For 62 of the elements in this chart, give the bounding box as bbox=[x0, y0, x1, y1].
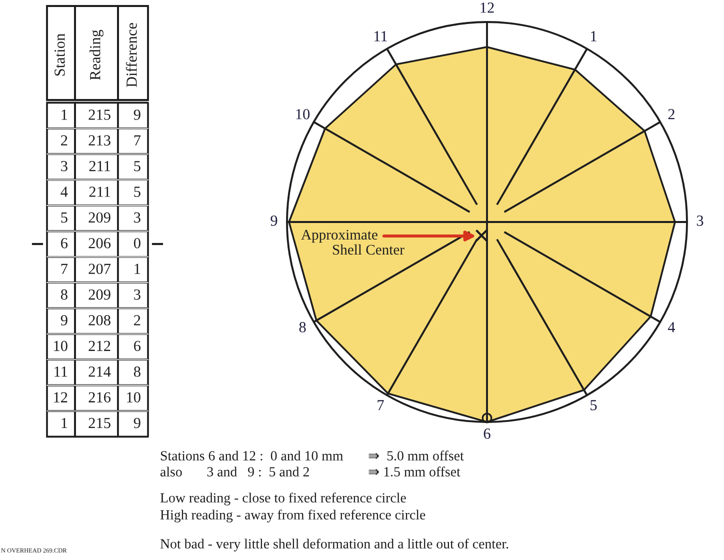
x-tick-label: Reading bbox=[90, 30, 104, 80]
spoke-label: 1 bbox=[591, 31, 596, 42]
data-label: 207 bbox=[88, 264, 111, 274]
spoke-label: 5 bbox=[590, 400, 597, 410]
spoke-label: 7 bbox=[378, 400, 384, 410]
data-label: 215 bbox=[88, 418, 110, 428]
text: Stations 6 and 12 : 0 and 10 mm bbox=[160, 450, 344, 461]
data-label: 211 bbox=[89, 160, 110, 172]
y-tick-label: 3 bbox=[61, 160, 68, 172]
spoke-label: 11 bbox=[374, 31, 387, 42]
y-tick-label: 10 bbox=[54, 340, 68, 352]
data-label: 215 bbox=[88, 110, 110, 120]
x-tick-label: Difference bbox=[126, 23, 137, 88]
data-label: 1 bbox=[134, 264, 140, 274]
spoke-label: 2 bbox=[668, 109, 674, 120]
data-label: 3 bbox=[134, 289, 140, 300]
text: High reading - away from fixed reference circle bbox=[160, 510, 426, 522]
y-tick-label: 1 bbox=[62, 418, 68, 428]
y-tick-label: 2 bbox=[61, 135, 68, 146]
text: also 3 and 9 : 5 and 2 bbox=[160, 466, 309, 477]
y-tick-label: 4 bbox=[60, 186, 68, 197]
data-label: 5 bbox=[134, 161, 140, 172]
spoke-label: 10 bbox=[296, 109, 310, 120]
y-tick-label: 5 bbox=[61, 212, 68, 223]
text: Low reading - close to fixed reference circle bbox=[160, 492, 406, 506]
data-label: 6 bbox=[134, 340, 141, 352]
data-label: 0 bbox=[134, 238, 140, 248]
data-label: 10 bbox=[127, 392, 140, 402]
data-label: 206 bbox=[88, 238, 111, 248]
spoke-label: 9 bbox=[270, 216, 278, 226]
data-label: 216 bbox=[88, 392, 111, 402]
data-label: 7 bbox=[134, 135, 141, 146]
data-label: 209 bbox=[88, 289, 110, 300]
spoke-label: 4 bbox=[668, 322, 676, 332]
spoke-label: 6 bbox=[484, 428, 490, 439]
data-label: 213 bbox=[88, 135, 110, 146]
spoke-label: 12 bbox=[480, 2, 494, 13]
y-tick-label: 9 bbox=[60, 315, 68, 326]
y-tick-label: 7 bbox=[61, 264, 68, 274]
text: Not bad - very little shell deformation and a little out of center. bbox=[160, 538, 508, 552]
y-tick-label: 1 bbox=[62, 110, 68, 120]
text: Approximate Shell Center bbox=[301, 230, 404, 255]
y-tick-label: 6 bbox=[61, 238, 68, 248]
y-tick-label: 11 bbox=[54, 366, 68, 377]
data-label: 3 bbox=[134, 212, 140, 223]
y-tick-label: 12 bbox=[54, 392, 68, 402]
data-label: 209 bbox=[88, 212, 110, 223]
data-label: 2 bbox=[134, 315, 140, 326]
spoke-label: 3 bbox=[696, 216, 704, 226]
data-label: 9 bbox=[134, 418, 140, 428]
data-label: 214 bbox=[88, 366, 111, 377]
data-label: 211 bbox=[89, 186, 110, 197]
spoke-label: 8 bbox=[299, 322, 306, 332]
data-label: 212 bbox=[88, 340, 110, 351]
y-tick-label: 8 bbox=[60, 289, 68, 300]
data-label: 5 bbox=[134, 186, 140, 197]
text: ⇛ 1.5 mm offset bbox=[368, 466, 460, 477]
data-label: 8 bbox=[134, 366, 140, 377]
data-label: 9 bbox=[134, 110, 140, 120]
data-label: 208 bbox=[88, 315, 110, 326]
y-axis-title: Station bbox=[54, 34, 65, 76]
text: ⇛ 5.0 mm offset bbox=[368, 450, 464, 461]
